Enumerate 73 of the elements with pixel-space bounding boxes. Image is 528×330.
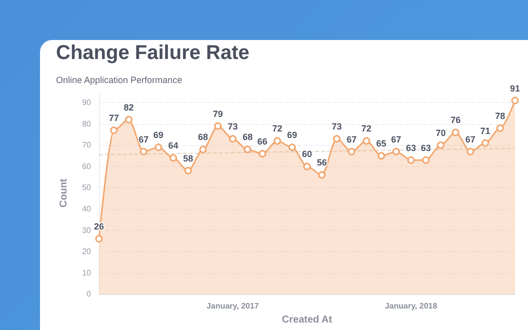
point	[318, 171, 326, 179]
data-label: 71	[480, 126, 490, 136]
y-tick-label: 70	[82, 140, 92, 150]
point	[199, 146, 207, 154]
point	[288, 144, 296, 152]
point	[407, 156, 415, 164]
y-axis-title: Count	[58, 178, 70, 208]
y-tick-label: 50	[82, 183, 92, 192]
point	[274, 137, 282, 145]
point	[482, 139, 490, 147]
data-label: 69	[287, 130, 298, 140]
y-tick-label: 10	[82, 268, 92, 278]
data-label: 73	[228, 122, 238, 132]
point	[184, 166, 192, 174]
data-label: 91	[510, 83, 520, 94]
data-label: 72	[272, 124, 282, 134]
point	[140, 148, 148, 156]
data-label: 66	[257, 136, 268, 146]
data-label: 58	[183, 153, 194, 164]
point	[348, 148, 356, 156]
point	[228, 135, 236, 143]
point	[392, 148, 400, 156]
data-label: 68	[242, 132, 253, 142]
point	[496, 124, 504, 132]
point	[303, 162, 311, 170]
point	[154, 144, 162, 152]
point	[258, 150, 266, 158]
data-label: 67	[391, 134, 402, 144]
y-tick-label: 60	[82, 162, 92, 171]
data-label: 70	[436, 128, 446, 138]
data-label: 60	[302, 149, 312, 160]
data-label: 67	[138, 134, 149, 144]
point	[124, 116, 132, 124]
point	[436, 141, 444, 149]
chart-subtitle: Online Application Performance	[56, 75, 182, 85]
data-label: 77	[108, 113, 119, 124]
point	[214, 122, 222, 130]
point	[170, 154, 178, 162]
point	[452, 128, 460, 136]
point	[422, 156, 430, 164]
data-label: 78	[495, 110, 506, 121]
point	[95, 235, 103, 243]
data-label: 69	[153, 130, 164, 140]
y-tick-label: 40	[82, 204, 92, 214]
data-label: 72	[361, 124, 372, 134]
x-tick-label: January, 2018	[384, 302, 438, 311]
point	[378, 152, 386, 160]
x-axis-title: Created At	[282, 314, 333, 326]
point	[110, 126, 118, 134]
data-label: 63	[406, 142, 416, 153]
point	[511, 96, 519, 104]
data-label: 63	[420, 142, 431, 153]
data-label: 76	[450, 115, 461, 126]
data-label: 67	[346, 134, 357, 144]
data-label: 68	[198, 132, 208, 142]
data-label: 79	[212, 108, 223, 119]
x-tick-label: January, 2017	[206, 302, 260, 311]
point	[466, 148, 474, 156]
data-label: 67	[465, 134, 476, 144]
point	[362, 137, 370, 145]
data-label: 82	[124, 102, 134, 112]
y-tick-label: 80	[82, 119, 92, 128]
data-label: 56	[316, 158, 327, 168]
chart-title: Change Failure Rate	[56, 41, 250, 66]
data-label: 64	[168, 140, 178, 151]
point	[332, 135, 340, 143]
y-tick-label: 90	[82, 98, 92, 108]
data-label: 73	[332, 122, 342, 132]
y-tick-label: 30	[82, 226, 92, 235]
y-tick-label: 20	[82, 247, 92, 256]
data-label: 65	[376, 138, 386, 149]
y-tick-label: 0	[86, 290, 92, 299]
point	[244, 146, 252, 154]
